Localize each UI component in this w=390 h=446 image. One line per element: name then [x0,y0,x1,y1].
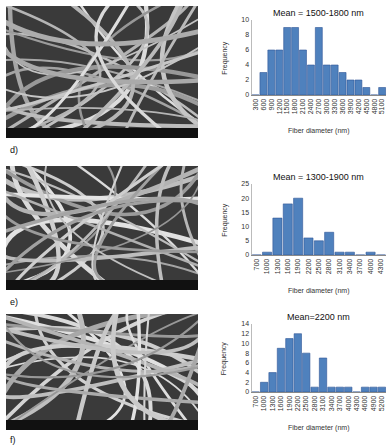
svg-text:3400: 3400 [346,259,353,275]
svg-text:3300: 3300 [331,99,338,115]
svg-text:600: 600 [260,99,267,111]
svg-text:e): e) [10,297,18,307]
svg-text:10: 10 [241,16,249,23]
svg-text:4300: 4300 [353,396,360,412]
svg-text:900: 900 [268,99,275,111]
svg-text:4200: 4200 [355,99,362,115]
svg-text:2: 2 [245,76,249,83]
svg-text:2500: 2500 [315,259,322,275]
svg-text:3600: 3600 [339,99,346,115]
svg-text:2800: 2800 [325,259,332,275]
svg-text:300: 300 [252,99,259,111]
svg-text:5: 5 [245,237,249,244]
svg-text:2400: 2400 [307,99,314,115]
svg-text:14: 14 [241,320,249,327]
svg-text:2800: 2800 [311,396,318,412]
svg-text:1500: 1500 [283,99,290,115]
svg-text:10: 10 [241,340,249,347]
svg-text:1300: 1300 [274,259,281,275]
svg-text:10: 10 [241,223,249,230]
svg-text:Fiber diameter (nm): Fiber diameter (nm) [288,287,349,295]
svg-text:Frequency: Frequency [221,41,229,75]
svg-text:0: 0 [245,251,249,258]
svg-text:3100: 3100 [336,259,343,275]
svg-text:2100: 2100 [299,99,306,115]
svg-text:Frequency: Frequency [220,342,228,376]
svg-text:8: 8 [245,31,249,38]
svg-text:4600: 4600 [361,396,368,412]
svg-text:2: 2 [245,379,249,386]
svg-text:12: 12 [241,330,249,337]
svg-text:1200: 1200 [276,99,283,115]
svg-text:1300: 1300 [269,396,276,412]
svg-text:4: 4 [245,369,249,376]
svg-text:Mean=2200 nm: Mean=2200 nm [287,312,350,322]
svg-text:3700: 3700 [356,259,363,275]
svg-text:3700: 3700 [336,396,343,412]
svg-text:6: 6 [245,359,249,366]
svg-text:Frequency: Frequency [221,203,229,237]
svg-text:3100: 3100 [319,396,326,412]
svg-text:2500: 2500 [302,396,309,412]
svg-text:2700: 2700 [315,99,322,115]
svg-text:4000: 4000 [345,396,352,412]
svg-text:4800: 4800 [371,99,378,115]
svg-text:d): d) [10,145,18,155]
svg-text:4000: 4000 [367,259,374,275]
svg-text:3000: 3000 [323,99,330,115]
svg-text:1600: 1600 [284,259,291,275]
svg-text:1800: 1800 [291,99,298,115]
svg-text:Fiber diameter (nm): Fiber diameter (nm) [288,424,349,432]
svg-text:3400: 3400 [328,396,335,412]
svg-text:3900: 3900 [347,99,354,115]
svg-text:5100: 5100 [378,99,385,115]
svg-text:4300: 4300 [377,259,384,275]
svg-text:4900: 4900 [370,396,377,412]
svg-text:6: 6 [245,46,249,53]
svg-text:Mean = 1500-1800 nm: Mean = 1500-1800 nm [273,8,364,18]
svg-text:1000: 1000 [263,259,270,275]
svg-text:0: 0 [245,388,249,395]
svg-text:2200: 2200 [294,396,301,412]
svg-text:1900: 1900 [294,259,301,275]
svg-text:5200: 5200 [378,396,385,412]
svg-text:f): f) [10,435,16,445]
svg-text:4500: 4500 [363,99,370,115]
svg-text:700: 700 [253,259,260,271]
svg-text:700: 700 [252,396,259,408]
svg-text:4: 4 [245,61,249,68]
svg-text:Fiber diameter (nm): Fiber diameter (nm) [288,127,349,135]
svg-text:Mean = 1300-1900 nm: Mean = 1300-1900 nm [273,172,364,182]
svg-text:1000: 1000 [260,396,267,412]
svg-text:2200: 2200 [305,259,312,275]
svg-text:25: 25 [241,180,249,187]
svg-text:1600: 1600 [277,396,284,412]
svg-text:8: 8 [245,350,249,357]
svg-text:0: 0 [245,91,249,98]
svg-text:15: 15 [241,209,249,216]
svg-text:20: 20 [241,195,249,202]
svg-text:1900: 1900 [286,396,293,412]
